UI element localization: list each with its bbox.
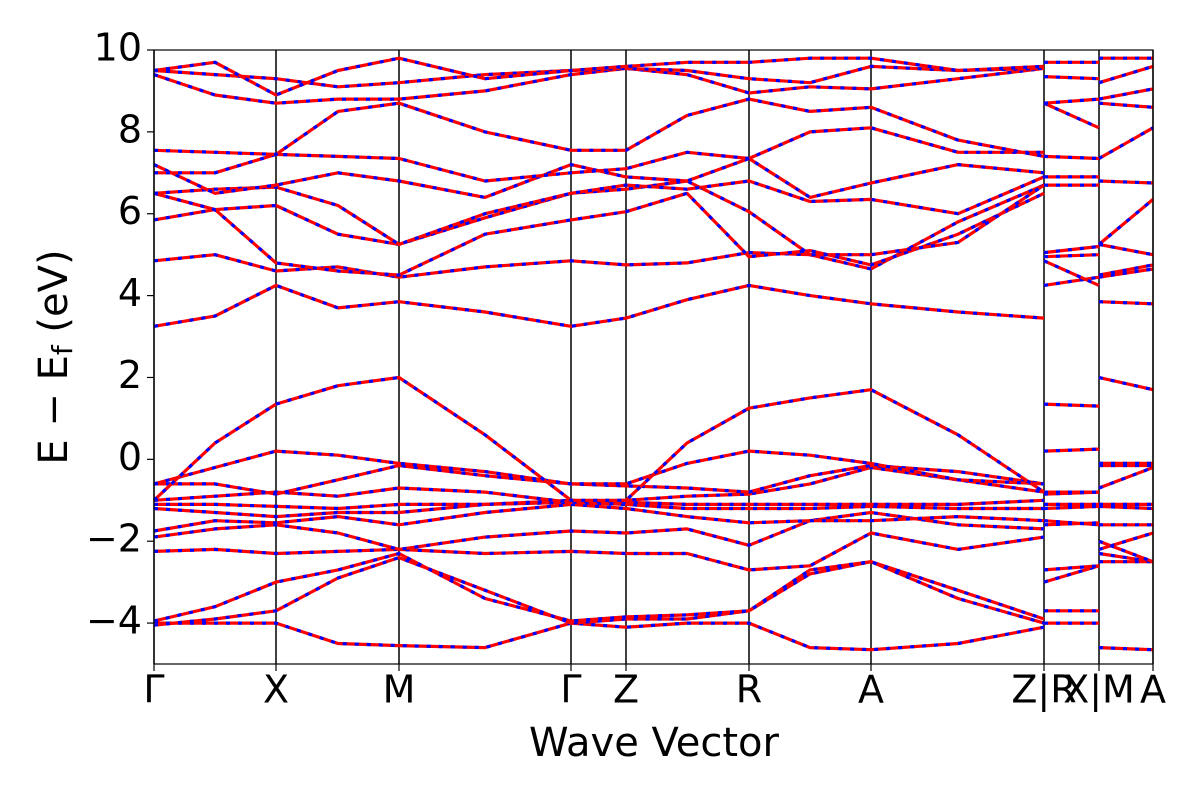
plot-frame <box>153 49 1154 665</box>
band-line <box>154 463 1153 496</box>
band-line <box>154 621 1154 652</box>
x-tick-label: A <box>1140 668 1166 712</box>
x-tick-label: A <box>858 668 884 712</box>
band-line-dashed <box>154 126 1154 183</box>
band-line-dashed <box>153 183 1154 287</box>
x-axis-label: Wave Vector <box>529 720 780 766</box>
band-line-dashed <box>153 156 1154 199</box>
band-line <box>153 531 1154 572</box>
band-line-dashed <box>153 447 1153 486</box>
band-line <box>153 179 1154 257</box>
band-line-dashed <box>153 175 1155 246</box>
x-tick-label: Γ <box>560 668 581 712</box>
band-line <box>153 66 1154 105</box>
band-line-dashed <box>153 502 1153 533</box>
y-tick-label: 8 <box>118 107 142 151</box>
band-line-dashed <box>153 191 1154 277</box>
y-tick-label: 4 <box>118 271 142 315</box>
band-line-dashed <box>154 621 1154 652</box>
band-line-dashed <box>153 275 1154 328</box>
y-label-subscript: f <box>46 344 79 355</box>
band-line-dashed <box>153 500 1154 519</box>
y-axis-label: E − Ef (eV) <box>31 249 79 464</box>
band-line-dashed <box>153 551 1154 625</box>
y-tick-label: −4 <box>86 599 142 643</box>
x-tick-label: X|M <box>1063 668 1135 713</box>
y-tick-label: 2 <box>118 353 142 397</box>
y-tick-label: 0 <box>118 435 142 479</box>
x-tick-label: Γ <box>143 668 164 712</box>
band-line <box>153 183 1154 287</box>
band-line-dashed <box>153 179 1154 257</box>
band-line <box>153 275 1154 328</box>
band-line <box>153 551 1154 625</box>
band-line-dashed <box>153 56 1153 97</box>
band-line-dashed <box>153 66 1154 105</box>
band-line-dashed <box>153 556 1153 627</box>
y-label-part: (eV) <box>31 249 77 345</box>
y-tick-label: 6 <box>118 189 142 233</box>
y-tick-label: −2 <box>86 517 142 561</box>
y-label-part: E − E <box>31 355 77 465</box>
x-tick-label: Z <box>613 668 639 712</box>
band-line-dashed <box>153 531 1154 572</box>
band-line-dashed <box>153 97 1154 158</box>
band-line-dashed <box>152 375 1154 502</box>
y-tick-label: 10 <box>94 26 142 70</box>
x-tick-label: Z|R <box>1011 668 1076 713</box>
x-tick-label: X <box>263 668 289 712</box>
x-tick-label: R <box>736 668 762 712</box>
x-tick-label: M <box>383 668 416 712</box>
band-line-dashed <box>154 463 1153 496</box>
